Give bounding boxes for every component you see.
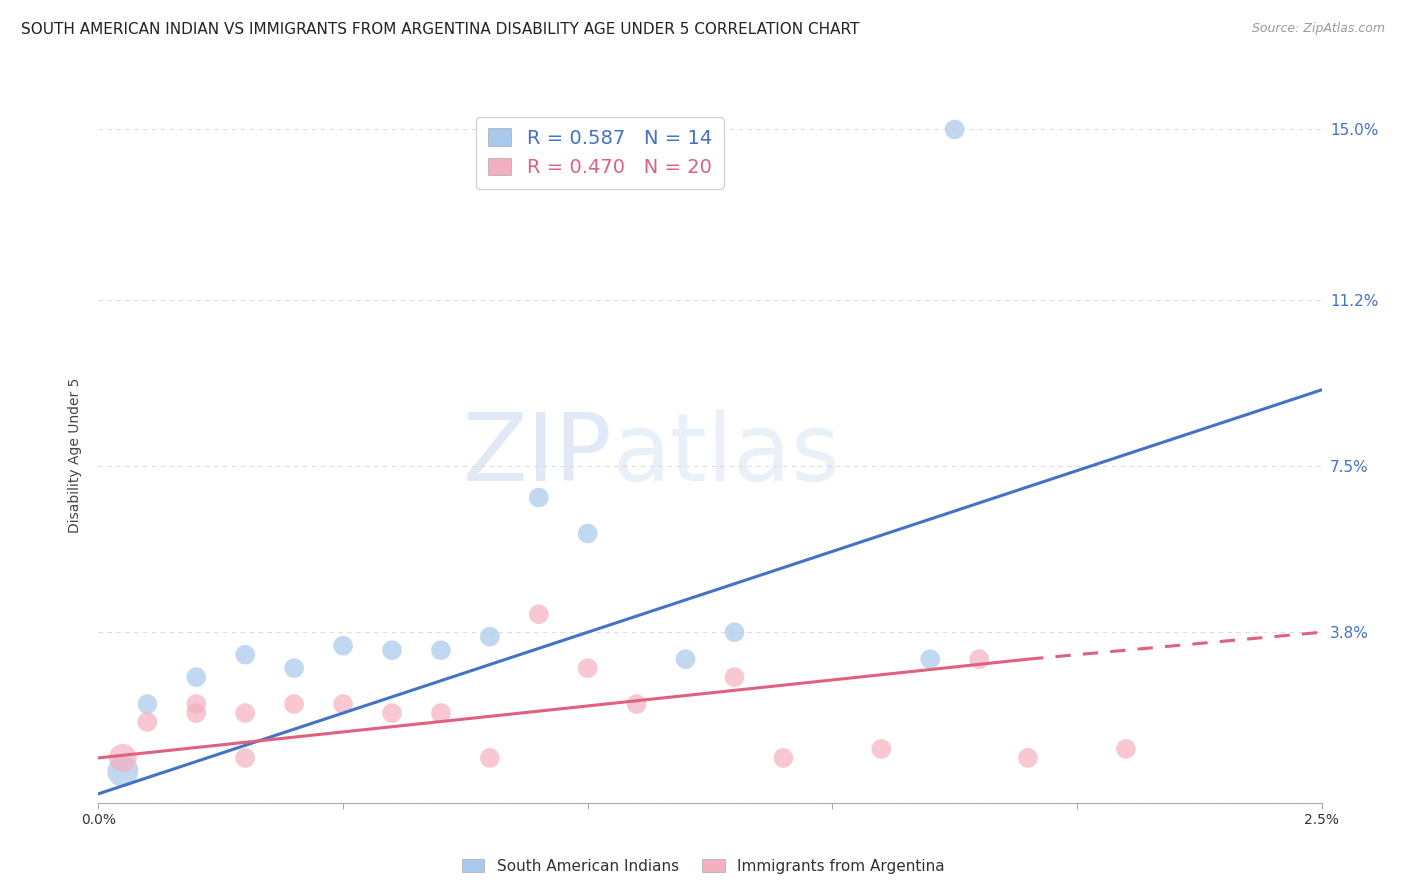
Point <box>675 652 697 666</box>
Point <box>136 697 159 711</box>
Point <box>332 639 354 653</box>
Point <box>233 751 256 765</box>
Point <box>478 751 501 765</box>
Text: atlas: atlas <box>612 409 841 501</box>
Point <box>1017 751 1039 765</box>
Point <box>478 630 501 644</box>
Point <box>943 122 966 136</box>
Y-axis label: Disability Age Under 5: Disability Age Under 5 <box>69 377 83 533</box>
Point <box>723 670 745 684</box>
Point <box>381 706 404 720</box>
Point <box>772 751 794 765</box>
Point <box>233 706 256 720</box>
Point <box>233 648 256 662</box>
Point <box>186 706 208 720</box>
Text: ZIP: ZIP <box>463 409 612 501</box>
Point <box>136 714 159 729</box>
Point <box>527 491 550 505</box>
Point <box>626 697 648 711</box>
Legend: South American Indians, Immigrants from Argentina: South American Indians, Immigrants from … <box>456 853 950 880</box>
Point <box>576 526 599 541</box>
Point <box>527 607 550 622</box>
Point <box>920 652 942 666</box>
Point <box>111 751 134 765</box>
Point <box>967 652 990 666</box>
Point <box>283 661 305 675</box>
Point <box>576 661 599 675</box>
Point <box>723 625 745 640</box>
Text: Source: ZipAtlas.com: Source: ZipAtlas.com <box>1251 22 1385 36</box>
Legend: R = 0.587   N = 14, R = 0.470   N = 20: R = 0.587 N = 14, R = 0.470 N = 20 <box>477 117 724 188</box>
Text: SOUTH AMERICAN INDIAN VS IMMIGRANTS FROM ARGENTINA DISABILITY AGE UNDER 5 CORREL: SOUTH AMERICAN INDIAN VS IMMIGRANTS FROM… <box>21 22 859 37</box>
Point <box>430 706 453 720</box>
Point <box>186 670 208 684</box>
Point <box>332 697 354 711</box>
Point <box>111 764 134 779</box>
Point <box>430 643 453 657</box>
Point <box>1115 742 1137 756</box>
Point <box>870 742 893 756</box>
Point <box>381 643 404 657</box>
Point <box>283 697 305 711</box>
Point <box>186 697 208 711</box>
